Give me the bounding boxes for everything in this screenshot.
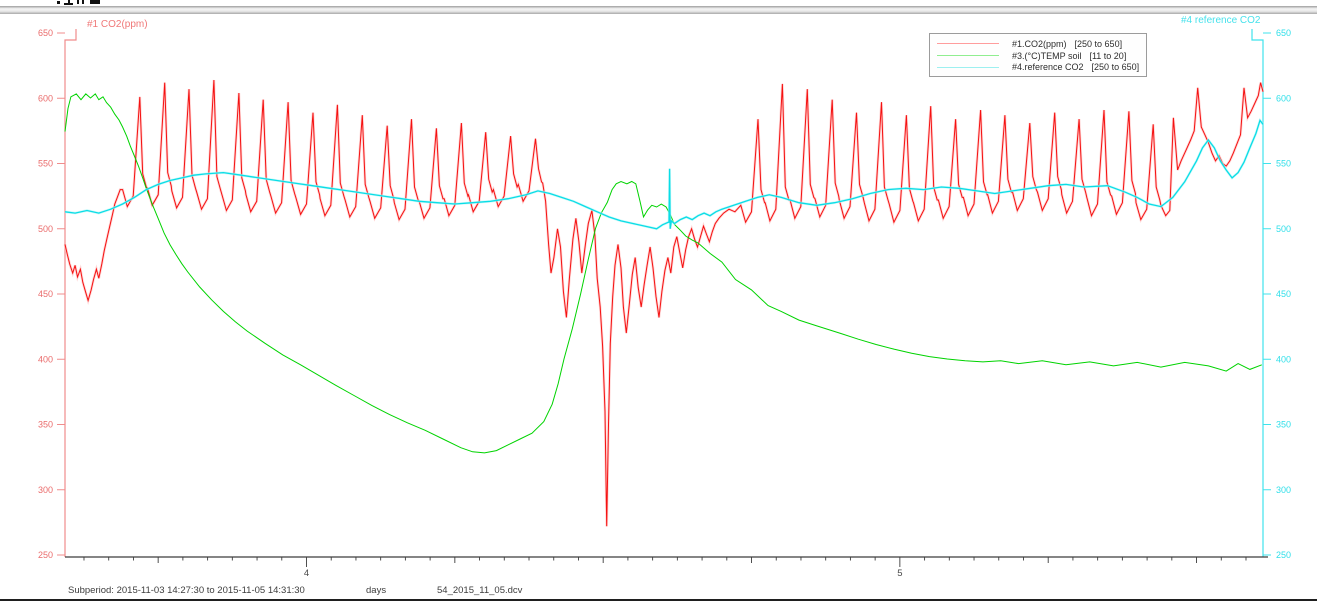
left-axis-tick-label: 500: [38, 224, 53, 234]
x-axis-tick-label: 5: [897, 568, 902, 579]
left-axis-line: [64, 29, 77, 557]
right-axis-tick-label: 450: [1276, 289, 1291, 299]
legend-item: #1.CO2(ppm) [250 to 650]: [937, 38, 1139, 50]
x-axis-unit-label: days: [366, 585, 387, 596]
legend-label: #4.reference CO2: [1012, 62, 1084, 73]
left-axis-title: #1 CO2(ppm): [87, 19, 148, 30]
legend-line-sample-cyan: [937, 66, 999, 68]
legend-item: #4.reference CO2 [250 to 650]: [937, 61, 1139, 73]
left-axis-tick-label: 300: [38, 485, 53, 495]
right-axis-tick-label: 400: [1276, 354, 1291, 364]
window-divider-bar: [0, 6, 1317, 14]
legend-range: [250 to 650]: [1074, 38, 1123, 49]
left-axis-tick-label: 350: [38, 420, 53, 430]
right-axis-tick-label: 350: [1276, 420, 1291, 430]
legend-label: #1.CO2(ppm): [1012, 38, 1067, 49]
series-line-0: [64, 79, 1264, 527]
left-axis-tick-label: 400: [38, 354, 53, 364]
right-axis-line: [1251, 29, 1264, 557]
left-axis-tick-label: 600: [38, 93, 53, 103]
right-axis-tick-label: 500: [1276, 224, 1291, 234]
data-filename: 54_2015_11_05.dcv: [437, 585, 523, 596]
legend-range: [11 to 20]: [1089, 50, 1127, 61]
legend-range: [250 to 650]: [1091, 62, 1140, 73]
series-halo-2: [64, 117, 1265, 231]
series-halo-0: [63, 79, 1265, 527]
right-axis-tick-label: 600: [1276, 93, 1291, 103]
window-bottom-border: [0, 599, 1317, 601]
right-axis-tick-label: 650: [1276, 28, 1291, 38]
right-axis-tick-label: 300: [1276, 485, 1291, 495]
legend: #1.CO2(ppm) [250 to 650] #3.(°C)TEMP soi…: [929, 33, 1147, 77]
legend-line-sample-green: [937, 55, 999, 56]
x-axis-tick-label: 4: [304, 568, 309, 579]
left-axis-tick-label: 550: [38, 159, 53, 169]
left-axis-tick-label: 250: [38, 550, 53, 560]
legend-label: #3.(°C)TEMP soil: [1012, 50, 1082, 61]
right-axis-tick-label: 250: [1276, 550, 1291, 560]
legend-line-sample-red: [937, 43, 999, 45]
left-axis-tick-label: 650: [38, 28, 53, 38]
subperiod-status: Subperiod: 2015-11-03 14:27:30 to 2015-1…: [68, 585, 305, 596]
series-line-1: [64, 93, 1262, 454]
left-axis-tick-label: 450: [38, 289, 53, 299]
right-axis-tick-label: 550: [1276, 159, 1291, 169]
right-axis-title: #4 reference CO2: [1181, 15, 1261, 26]
series-line-2: [64, 119, 1264, 230]
legend-item: #3.(°C)TEMP soil [11 to 20]: [937, 50, 1139, 62]
